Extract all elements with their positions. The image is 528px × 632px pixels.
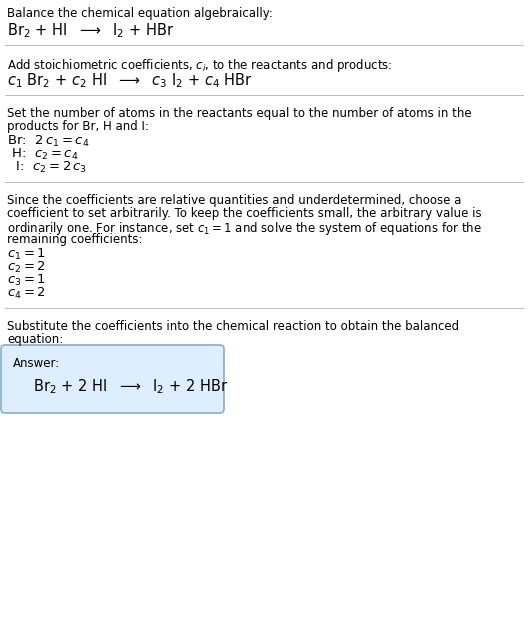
Text: Br$_2$ + HI  $\longrightarrow$  I$_2$ + HBr: Br$_2$ + HI $\longrightarrow$ I$_2$ + HB… <box>7 21 174 40</box>
Text: Set the number of atoms in the reactants equal to the number of atoms in the: Set the number of atoms in the reactants… <box>7 107 472 120</box>
Text: equation:: equation: <box>7 333 63 346</box>
Text: $c_3 = 1$: $c_3 = 1$ <box>7 273 46 288</box>
Text: coefficient to set arbitrarily. To keep the coefficients small, the arbitrary va: coefficient to set arbitrarily. To keep … <box>7 207 482 220</box>
Text: Since the coefficients are relative quantities and underdetermined, choose a: Since the coefficients are relative quan… <box>7 194 461 207</box>
Text: remaining coefficients:: remaining coefficients: <box>7 233 143 246</box>
Text: ordinarily one. For instance, set $c_1 = 1$ and solve the system of equations fo: ordinarily one. For instance, set $c_1 =… <box>7 220 482 237</box>
Text: I:  $c_2 = 2\,c_3$: I: $c_2 = 2\,c_3$ <box>7 160 87 175</box>
Text: $c_4 = 2$: $c_4 = 2$ <box>7 286 46 301</box>
Text: Br:  $2\,c_1 = c_4$: Br: $2\,c_1 = c_4$ <box>7 134 89 149</box>
Text: H:  $c_2 = c_4$: H: $c_2 = c_4$ <box>7 147 79 162</box>
Text: $c_1$ Br$_2$ + $c_2$ HI  $\longrightarrow$  $c_3$ I$_2$ + $c_4$ HBr: $c_1$ Br$_2$ + $c_2$ HI $\longrightarrow… <box>7 71 253 90</box>
Text: $c_1 = 1$: $c_1 = 1$ <box>7 247 46 262</box>
Text: Substitute the coefficients into the chemical reaction to obtain the balanced: Substitute the coefficients into the che… <box>7 320 459 333</box>
Text: Add stoichiometric coefficients, $c_i$, to the reactants and products:: Add stoichiometric coefficients, $c_i$, … <box>7 57 392 74</box>
Text: $c_2 = 2$: $c_2 = 2$ <box>7 260 46 275</box>
FancyBboxPatch shape <box>1 345 224 413</box>
Text: Balance the chemical equation algebraically:: Balance the chemical equation algebraica… <box>7 7 273 20</box>
Text: products for Br, H and I:: products for Br, H and I: <box>7 120 149 133</box>
Text: Answer:: Answer: <box>13 357 60 370</box>
Text: Br$_2$ + 2 HI  $\longrightarrow$  I$_2$ + 2 HBr: Br$_2$ + 2 HI $\longrightarrow$ I$_2$ + … <box>33 377 228 396</box>
